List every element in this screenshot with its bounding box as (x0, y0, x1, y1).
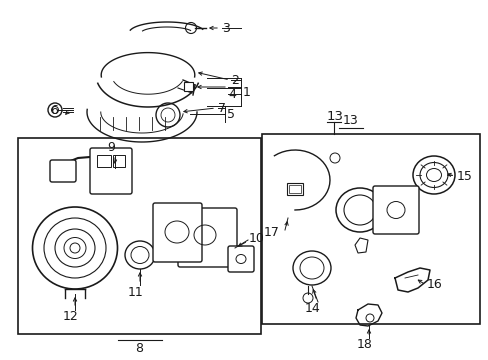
Text: 15: 15 (456, 170, 472, 183)
Bar (286, 183, 303, 195)
Text: 4: 4 (227, 87, 235, 100)
Bar (113, 155, 125, 167)
Text: 3: 3 (222, 22, 229, 35)
Text: 6: 6 (50, 104, 58, 117)
Bar (183, 82, 193, 91)
Text: 10: 10 (248, 231, 264, 244)
FancyBboxPatch shape (50, 160, 76, 182)
Text: 8: 8 (135, 342, 143, 355)
Text: 13: 13 (343, 113, 358, 126)
Text: 11: 11 (128, 285, 143, 298)
Bar (18, 138, 261, 334)
Text: 13: 13 (326, 109, 343, 122)
Text: 1: 1 (243, 86, 250, 99)
Bar (262, 134, 479, 324)
Bar (97, 155, 111, 167)
Text: 9: 9 (107, 140, 115, 153)
Text: 2: 2 (230, 73, 238, 86)
FancyBboxPatch shape (153, 203, 202, 262)
Text: 7: 7 (218, 102, 225, 114)
Text: 17: 17 (264, 225, 279, 239)
FancyBboxPatch shape (178, 208, 237, 267)
FancyBboxPatch shape (227, 246, 253, 272)
Text: 14: 14 (305, 302, 320, 315)
Bar (288, 185, 301, 193)
Text: 16: 16 (426, 279, 442, 292)
Text: 18: 18 (356, 338, 372, 351)
Text: 12: 12 (63, 310, 79, 323)
Text: 5: 5 (226, 108, 235, 121)
FancyBboxPatch shape (90, 148, 132, 194)
FancyBboxPatch shape (372, 186, 418, 234)
